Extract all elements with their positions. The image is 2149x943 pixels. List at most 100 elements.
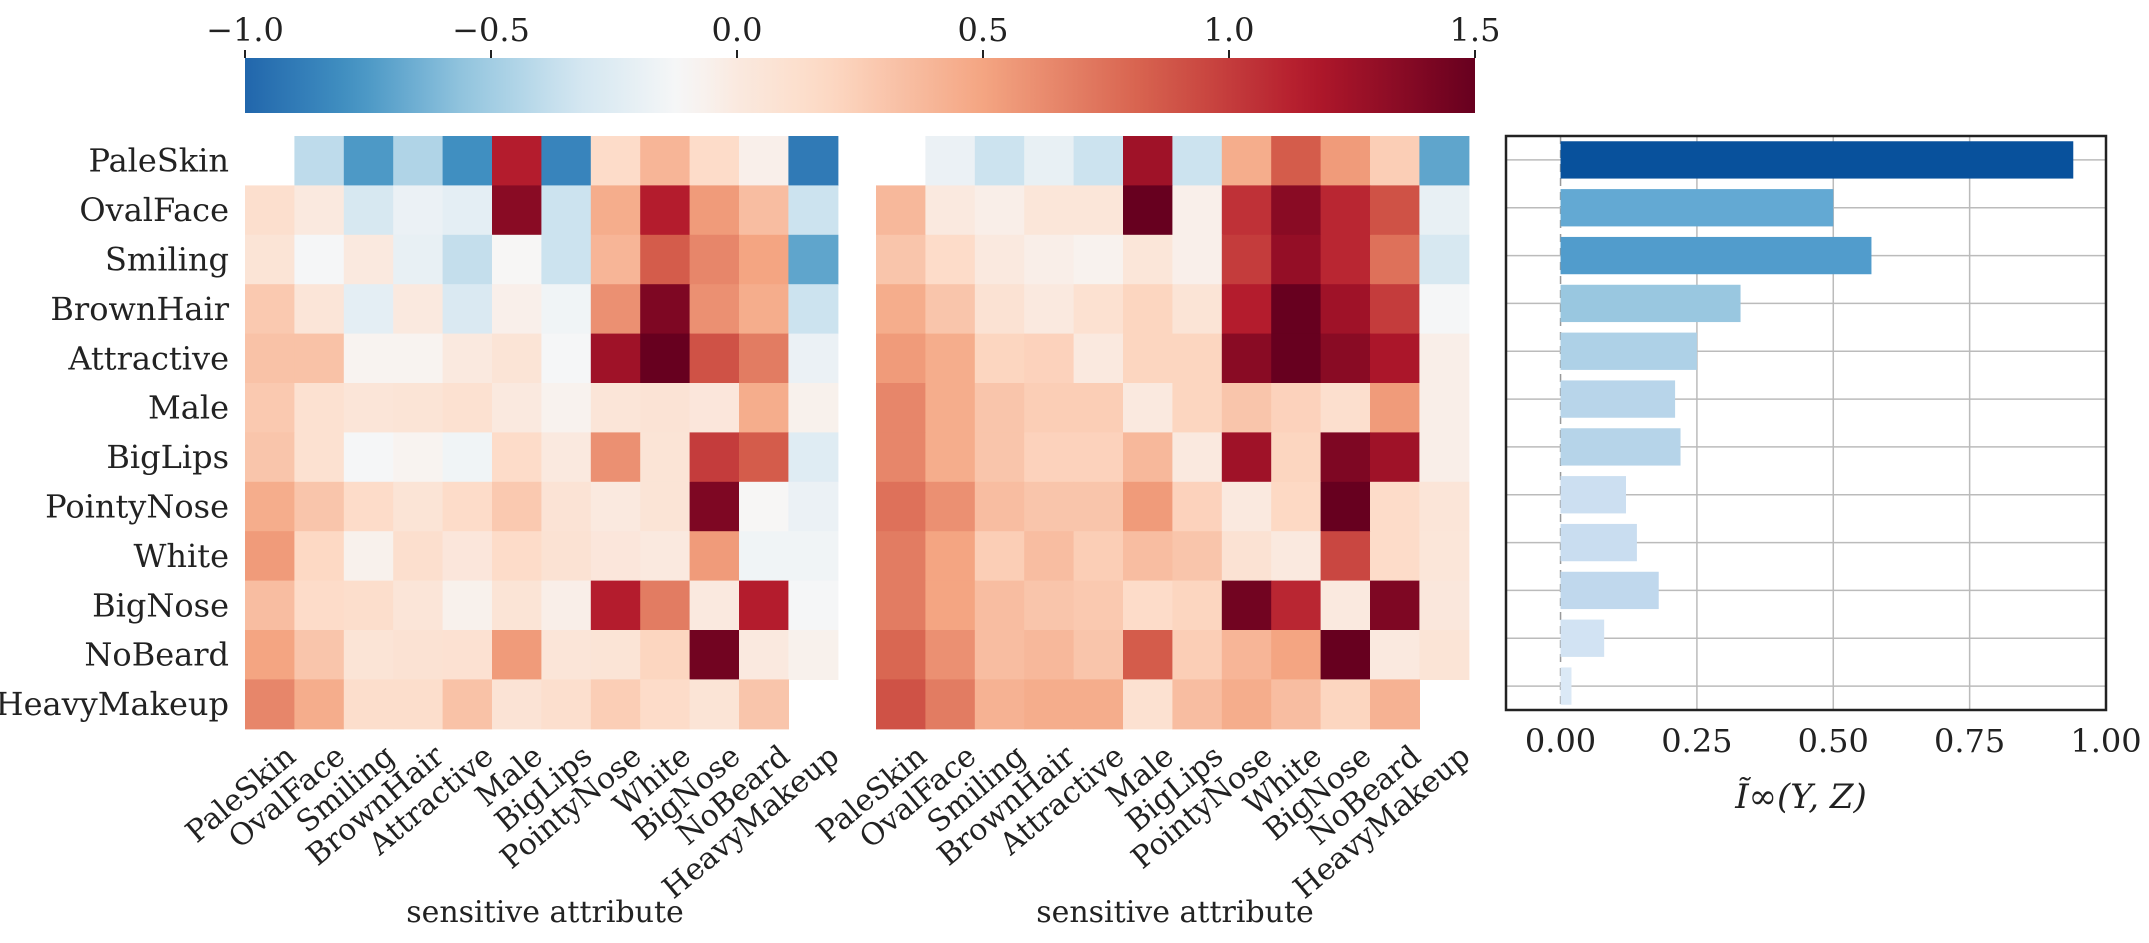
heatmap-cell — [343, 531, 394, 582]
heatmap-cell — [788, 136, 839, 186]
heatmap-cell — [590, 333, 641, 384]
heatmap-cell — [1123, 531, 1173, 582]
heatmap-cell — [442, 234, 493, 285]
heatmap-cell — [1172, 679, 1223, 730]
heatmap-cell — [541, 185, 592, 236]
heatmap-cell — [1419, 481, 1470, 532]
heatmap-cell — [492, 432, 542, 483]
heatmap-cell — [393, 383, 444, 433]
heatmap-cell — [689, 432, 740, 483]
heatmap-cell — [343, 333, 394, 384]
heatmap-cell — [640, 333, 691, 384]
heatmap-cell — [442, 383, 493, 433]
heatmap-cell — [245, 481, 295, 532]
bar — [1560, 189, 1834, 227]
heatmap-cell — [1419, 284, 1470, 335]
heatmap-cell — [1073, 432, 1124, 483]
heatmap-cell — [1024, 630, 1075, 680]
heatmap-cell — [640, 630, 691, 680]
heatmap-cell — [393, 333, 444, 384]
heatmap-cell — [442, 679, 493, 730]
heatmap-cell — [343, 432, 394, 483]
heatmap-cell — [1320, 679, 1371, 730]
heatmap-cell — [245, 333, 295, 384]
heatmap-cell — [1370, 630, 1420, 680]
heatmap-cell — [640, 679, 691, 730]
heatmap-cell — [1172, 580, 1223, 631]
heatmap-cell — [245, 284, 295, 335]
heatmap-cell — [925, 481, 976, 532]
heatmap-cell — [492, 333, 542, 384]
heatmap-cell — [393, 185, 444, 236]
heatmap-cell — [590, 234, 641, 285]
heatmap-cell — [689, 531, 740, 582]
heatmap-cell — [541, 432, 592, 483]
bar — [1560, 332, 1697, 370]
heatmap-cell — [788, 284, 839, 335]
heatmap-cell — [1419, 630, 1470, 680]
heatmap-cell — [974, 481, 1025, 532]
heatmap-cell — [590, 630, 641, 680]
heatmap-cell — [294, 284, 345, 335]
bar — [1560, 523, 1637, 562]
heatmap-cell — [640, 481, 691, 532]
bar-chart-x-ticks: 0.00 0.25 0.50 0.75 1.00 — [1525, 722, 2142, 760]
heatmap-cell — [1271, 284, 1322, 335]
heatmap-cell — [788, 185, 839, 236]
heatmap-cell — [1370, 136, 1420, 186]
heatmap-cell — [343, 136, 394, 186]
heatmap-cell — [294, 333, 345, 384]
heatmap-cell — [442, 284, 493, 335]
heatmap-cell — [1419, 531, 1470, 582]
heatmap-cell — [876, 234, 926, 285]
heatmap-cell — [1221, 679, 1272, 730]
heatmap-cell — [1271, 580, 1322, 631]
heatmap-cell — [1172, 531, 1223, 582]
heatmap-cell — [393, 481, 444, 532]
heatmap-cell — [1419, 333, 1470, 384]
heatmap-cell — [492, 383, 542, 433]
heatmap-row-label: BigNose — [92, 586, 229, 624]
bar — [1560, 428, 1681, 466]
heatmap-cell — [1073, 383, 1124, 433]
heatmap-cell — [245, 630, 295, 680]
heatmap-cell — [294, 531, 345, 582]
heatmap-cell — [590, 531, 641, 582]
heatmap-cell — [1370, 481, 1420, 532]
heatmap-cell — [1370, 284, 1420, 335]
heatmap-cell — [1073, 284, 1124, 335]
heatmap-left-row-labels: PaleSkin OvalFace Smiling BrownHair Attracti… — [0, 142, 230, 723]
heatmap-cell — [343, 234, 394, 285]
heatmap-cell — [541, 136, 592, 186]
heatmap-cell — [1370, 531, 1420, 582]
heatmap-cell — [689, 284, 740, 335]
heatmap-cell — [393, 234, 444, 285]
heatmap-row-label: NoBeard — [84, 636, 229, 674]
heatmap-cell — [640, 284, 691, 335]
heatmap-cell — [739, 531, 789, 582]
heatmap-cell — [245, 383, 295, 433]
heatmap-cell — [1370, 234, 1420, 285]
heatmap-cell — [1024, 234, 1075, 285]
heatmap-cell — [788, 630, 839, 680]
heatmap-cell — [541, 630, 592, 680]
heatmap-cell — [541, 234, 592, 285]
heatmap-cell — [974, 531, 1025, 582]
heatmap-row-label: BrownHair — [50, 290, 229, 328]
heatmap-cell — [1024, 531, 1075, 582]
heatmap-row-label: PaleSkin — [89, 142, 230, 180]
heatmap-cell — [1271, 481, 1322, 532]
heatmap-left-col-labels: PaleSkinOvalFaceSmilingBrownHairAttracti… — [179, 738, 846, 906]
heatmap-cell — [1221, 383, 1272, 433]
heatmap-cell — [1024, 284, 1075, 335]
heatmap-cell — [876, 185, 926, 236]
heatmap-cell — [1221, 333, 1272, 384]
bar — [1560, 141, 2074, 179]
heatmap-cell — [689, 580, 740, 631]
heatmap-cell — [739, 333, 789, 384]
heatmap-cell — [1123, 136, 1173, 186]
heatmap-cell — [393, 630, 444, 680]
heatmap-cell — [541, 580, 592, 631]
heatmap-cell — [1419, 432, 1470, 483]
heatmap-cell — [294, 136, 345, 186]
